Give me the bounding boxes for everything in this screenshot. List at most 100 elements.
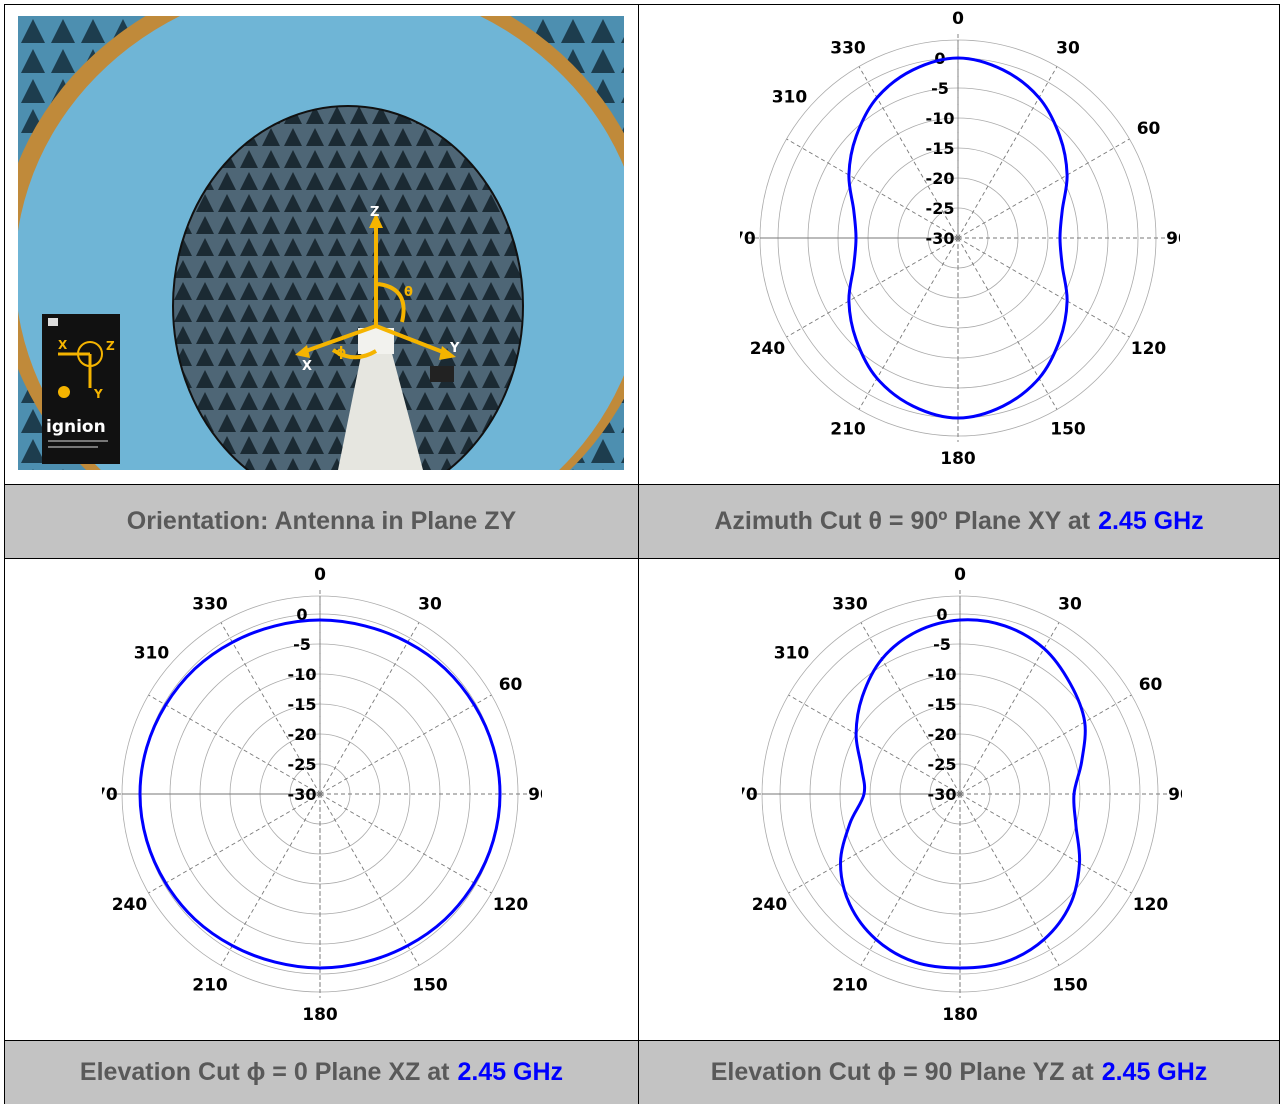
photo-phi-label: ϕ (336, 345, 346, 360)
grid-spoke (860, 793, 961, 966)
grid-spoke (220, 793, 321, 966)
angle-tick-label: 310 (774, 644, 810, 664)
caption-azimuth-text: Azimuth Cut θ = 90º Plane XY at (714, 507, 1091, 535)
angle-tick-label: 150 (1050, 420, 1086, 440)
radial-tick-label: -25 (928, 755, 957, 774)
angle-tick-label: 0 (952, 10, 964, 29)
angle-tick-label: 270 (740, 229, 756, 249)
angle-tick-label: 90 (528, 785, 542, 805)
row-divider-2 (4, 558, 1280, 559)
photo-z-label: Z (370, 205, 379, 220)
row-divider-1 (4, 484, 1280, 485)
inset-z-label: Z (106, 339, 115, 353)
radial-tick-label: -20 (926, 169, 955, 188)
angle-tick-label: 270 (102, 785, 118, 805)
angle-tick-label: 30 (418, 594, 442, 614)
radial-tick-label: -30 (926, 229, 955, 248)
chart-azimuth-xy: 0 30 60 90 120 150 180 210 240 270 310 330 0 -5 -10 -15… (720, 9, 1190, 475)
radial-tick-label: 0 (936, 605, 947, 624)
angle-tick-label: 60 (499, 675, 523, 695)
radial-tick-label: -5 (933, 635, 951, 654)
angle-tick-label: 60 (1139, 675, 1163, 695)
caption-elevation-yz-frequency: 2.45 GHz (1101, 1058, 1208, 1086)
grid-spoke (786, 237, 959, 338)
inset-x-label: X (58, 338, 68, 352)
column-divider (638, 4, 639, 1104)
radiation-pattern-trace (838, 618, 1087, 970)
angle-tick-label: 90 (1168, 785, 1182, 805)
grid-spoke (220, 622, 321, 795)
chart-elevation-yz: 0 30 60 90 120 150 180 210 240 270 310 330 0 -5 -10 -15… (722, 565, 1192, 1031)
angle-tick-label: 240 (750, 339, 786, 359)
grid-spoke (959, 793, 1132, 894)
caption-azimuth: Azimuth Cut θ = 90º Plane XY at 2.45 GHz (639, 485, 1279, 558)
caption-elevation-yz-text: Elevation Cut ϕ = 90 Plane YZ at (710, 1058, 1094, 1086)
caption-elevation-yz: Elevation Cut ϕ = 90 Plane YZ at 2.45 GH… (639, 1041, 1279, 1104)
angle-tick-label: 120 (1131, 339, 1167, 359)
angle-tick-label: 120 (493, 895, 529, 915)
caption-elevation-xz: Elevation Cut ϕ = 0 Plane XZ at 2.45 GHz (5, 1041, 638, 1104)
photo-theta-label: θ (404, 285, 413, 300)
angle-tick-label: 240 (112, 895, 148, 915)
radial-tick-label: -30 (928, 785, 957, 804)
grid-spoke (858, 237, 959, 410)
angle-tick-label: 30 (1056, 38, 1080, 58)
grid-spoke (858, 66, 959, 239)
grid-spoke (959, 694, 1132, 795)
radial-tick-label: 0 (296, 605, 307, 624)
polar-chart-elevation-xz: 0 30 60 90 120 150 180 210 240 270 310 330 0 -5 -10 -15… (82, 565, 552, 1025)
caption-orientation: Orientation: Antenna in Plane ZY (5, 485, 638, 558)
radiation-pattern-trace (847, 56, 1069, 420)
angle-tick-label: 30 (1058, 594, 1082, 614)
angle-tick-label: 240 (752, 895, 788, 915)
angle-tick-label: 180 (302, 1005, 338, 1025)
photo-y-label: Y (449, 341, 460, 356)
grid-spoke (957, 138, 1130, 239)
grid-spoke (959, 622, 1060, 795)
angle-tick-label: 330 (192, 594, 228, 614)
grid-spoke (319, 793, 492, 894)
chamber-illustration: Z Y X θ ϕ X Y Z ignion (18, 16, 624, 470)
angle-tick-label: 0 (314, 566, 326, 585)
angle-tick-label: 150 (1052, 976, 1088, 996)
grid-spoke (148, 793, 321, 894)
radial-tick-label: 0 (934, 49, 945, 68)
grid-spoke (957, 237, 1058, 410)
angle-tick-label: 210 (830, 420, 866, 440)
angle-tick-label: 180 (940, 449, 976, 469)
radial-tick-label: -15 (926, 139, 955, 158)
radial-tick-label: -30 (288, 785, 317, 804)
radial-tick-label: -5 (293, 635, 311, 654)
grid-spoke (788, 694, 961, 795)
angle-tick-label: 90 (1166, 229, 1180, 249)
caption-azimuth-frequency: 2.45 GHz (1098, 507, 1204, 535)
grid-spoke (788, 793, 961, 894)
radial-tick-label: -10 (926, 109, 955, 128)
grid-spoke (319, 694, 492, 795)
caption-orientation-text: Orientation: Antenna in Plane ZY (126, 507, 517, 535)
angle-tick-label: 0 (954, 566, 966, 585)
angle-tick-label: 120 (1133, 895, 1169, 915)
chart-elevation-xz: 0 30 60 90 120 150 180 210 240 270 310 330 0 -5 -10 -15… (82, 565, 552, 1031)
polar-chart-elevation-yz: 0 30 60 90 120 150 180 210 240 270 310 330 0 -5 -10 -15… (722, 565, 1192, 1025)
radial-tick-label: -20 (288, 725, 317, 744)
ignion-logo-text: ignion (46, 417, 106, 437)
radial-tick-label: -5 (931, 79, 949, 98)
angle-tick-label: 180 (942, 1005, 978, 1025)
radial-tick-label: -25 (926, 199, 955, 218)
caption-elevation-xz-text: Elevation Cut ϕ = 0 Plane XZ at (79, 1058, 450, 1086)
photo-x-label: X (302, 359, 312, 374)
grid-spoke (786, 138, 959, 239)
radial-tick-label: -10 (288, 665, 317, 684)
angle-tick-label: 330 (830, 38, 866, 58)
radiation-pattern-trace (138, 618, 502, 970)
grid-spoke (957, 66, 1058, 239)
radial-tick-label: -15 (928, 695, 957, 714)
angle-tick-label: 150 (412, 976, 448, 996)
angle-tick-label: 210 (832, 976, 868, 996)
radial-tick-label: -15 (288, 695, 317, 714)
row-divider-3 (4, 1040, 1280, 1041)
angle-tick-label: 310 (772, 88, 808, 108)
grid-spoke (148, 694, 321, 795)
polar-chart-azimuth: 0 30 60 90 120 150 180 210 240 270 310 330 0 -5 -10 -15… (720, 9, 1190, 469)
